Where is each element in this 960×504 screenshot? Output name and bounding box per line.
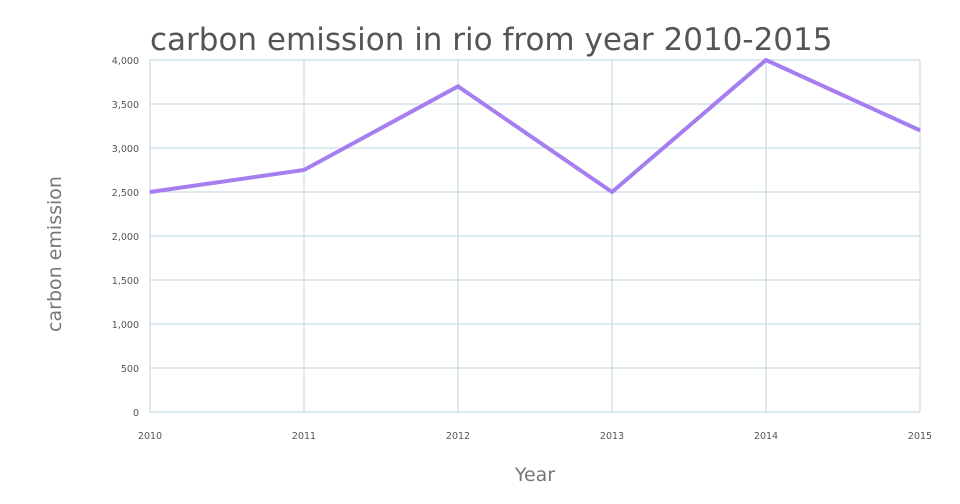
data-point xyxy=(919,129,921,131)
y-tick-label: 2,500 xyxy=(112,188,139,199)
data-point xyxy=(303,169,305,171)
y-tick-label: 500 xyxy=(121,364,139,375)
x-tick-label: 2010 xyxy=(138,431,162,442)
y-tick-label: 3,000 xyxy=(112,144,139,155)
y-axis-ticks: 0 500 1,000 1,500 2,000 2,500 3,000 3,500 4,000 xyxy=(112,56,139,419)
y-tick-label: 1,000 xyxy=(112,320,139,331)
data-point xyxy=(765,59,767,61)
series-layer xyxy=(149,57,921,195)
y-tick-label: 4,000 xyxy=(112,56,139,67)
chart-title: carbon emission in rio from year 2010-20… xyxy=(150,22,832,58)
data-point xyxy=(457,85,459,87)
series-line xyxy=(149,57,921,195)
data-point xyxy=(611,191,613,193)
grid-lines xyxy=(149,59,921,413)
y-tick-label: 3,500 xyxy=(112,100,139,111)
x-tick-label: 2013 xyxy=(600,431,624,442)
y-tick-label: 2,000 xyxy=(112,232,139,243)
y-axis-label: carbon emission xyxy=(44,176,66,332)
y-tick-label: 1,500 xyxy=(112,276,139,287)
x-tick-label: 2015 xyxy=(908,431,932,442)
x-axis-label: Year xyxy=(514,464,555,486)
x-tick-label: 2011 xyxy=(292,431,316,442)
data-point xyxy=(149,191,151,193)
y-tick-label: 0 xyxy=(133,408,139,419)
x-tick-label: 2012 xyxy=(446,431,470,442)
x-tick-label: 2014 xyxy=(754,431,778,442)
x-axis-ticks: 2010 2011 2012 2013 2014 2015 xyxy=(138,431,932,442)
